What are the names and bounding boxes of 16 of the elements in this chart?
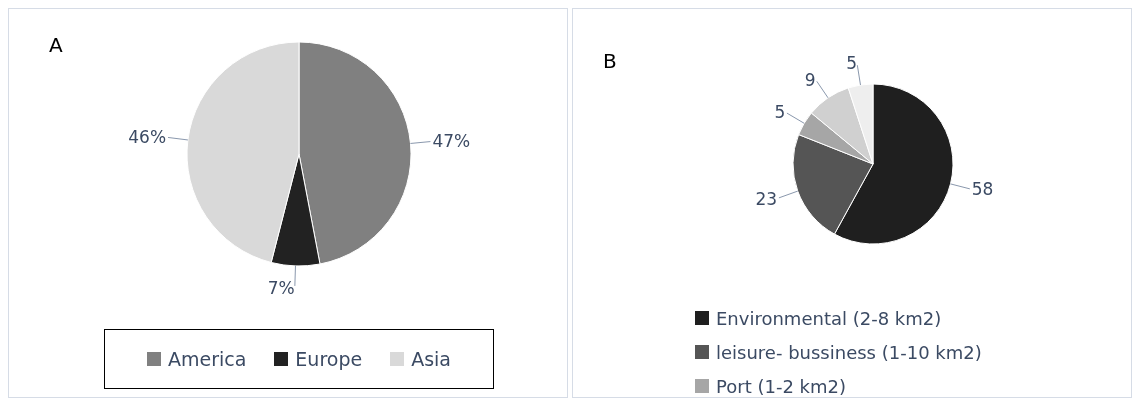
chart-title: B	[603, 49, 617, 73]
data-label: 5	[774, 102, 786, 123]
data-label: 58	[971, 179, 994, 200]
legend-label: leisure- bussiness (1-10 km2)	[715, 340, 982, 365]
data-label: 9	[804, 69, 816, 90]
chart-title: A	[49, 33, 63, 57]
data-label: 47%	[432, 131, 471, 152]
data-label: 7%	[267, 277, 295, 298]
legend-label: Asia	[410, 348, 452, 370]
data-label: 5	[846, 53, 858, 74]
legend-label: Europe	[294, 348, 363, 370]
data-label: 23	[755, 188, 778, 209]
data-label: 46%	[128, 127, 167, 148]
legend-label: Environmental (2-8 km2)	[715, 306, 943, 331]
legend-label: Port (1-2 km2)	[715, 374, 847, 399]
legend-label: America	[167, 348, 247, 370]
